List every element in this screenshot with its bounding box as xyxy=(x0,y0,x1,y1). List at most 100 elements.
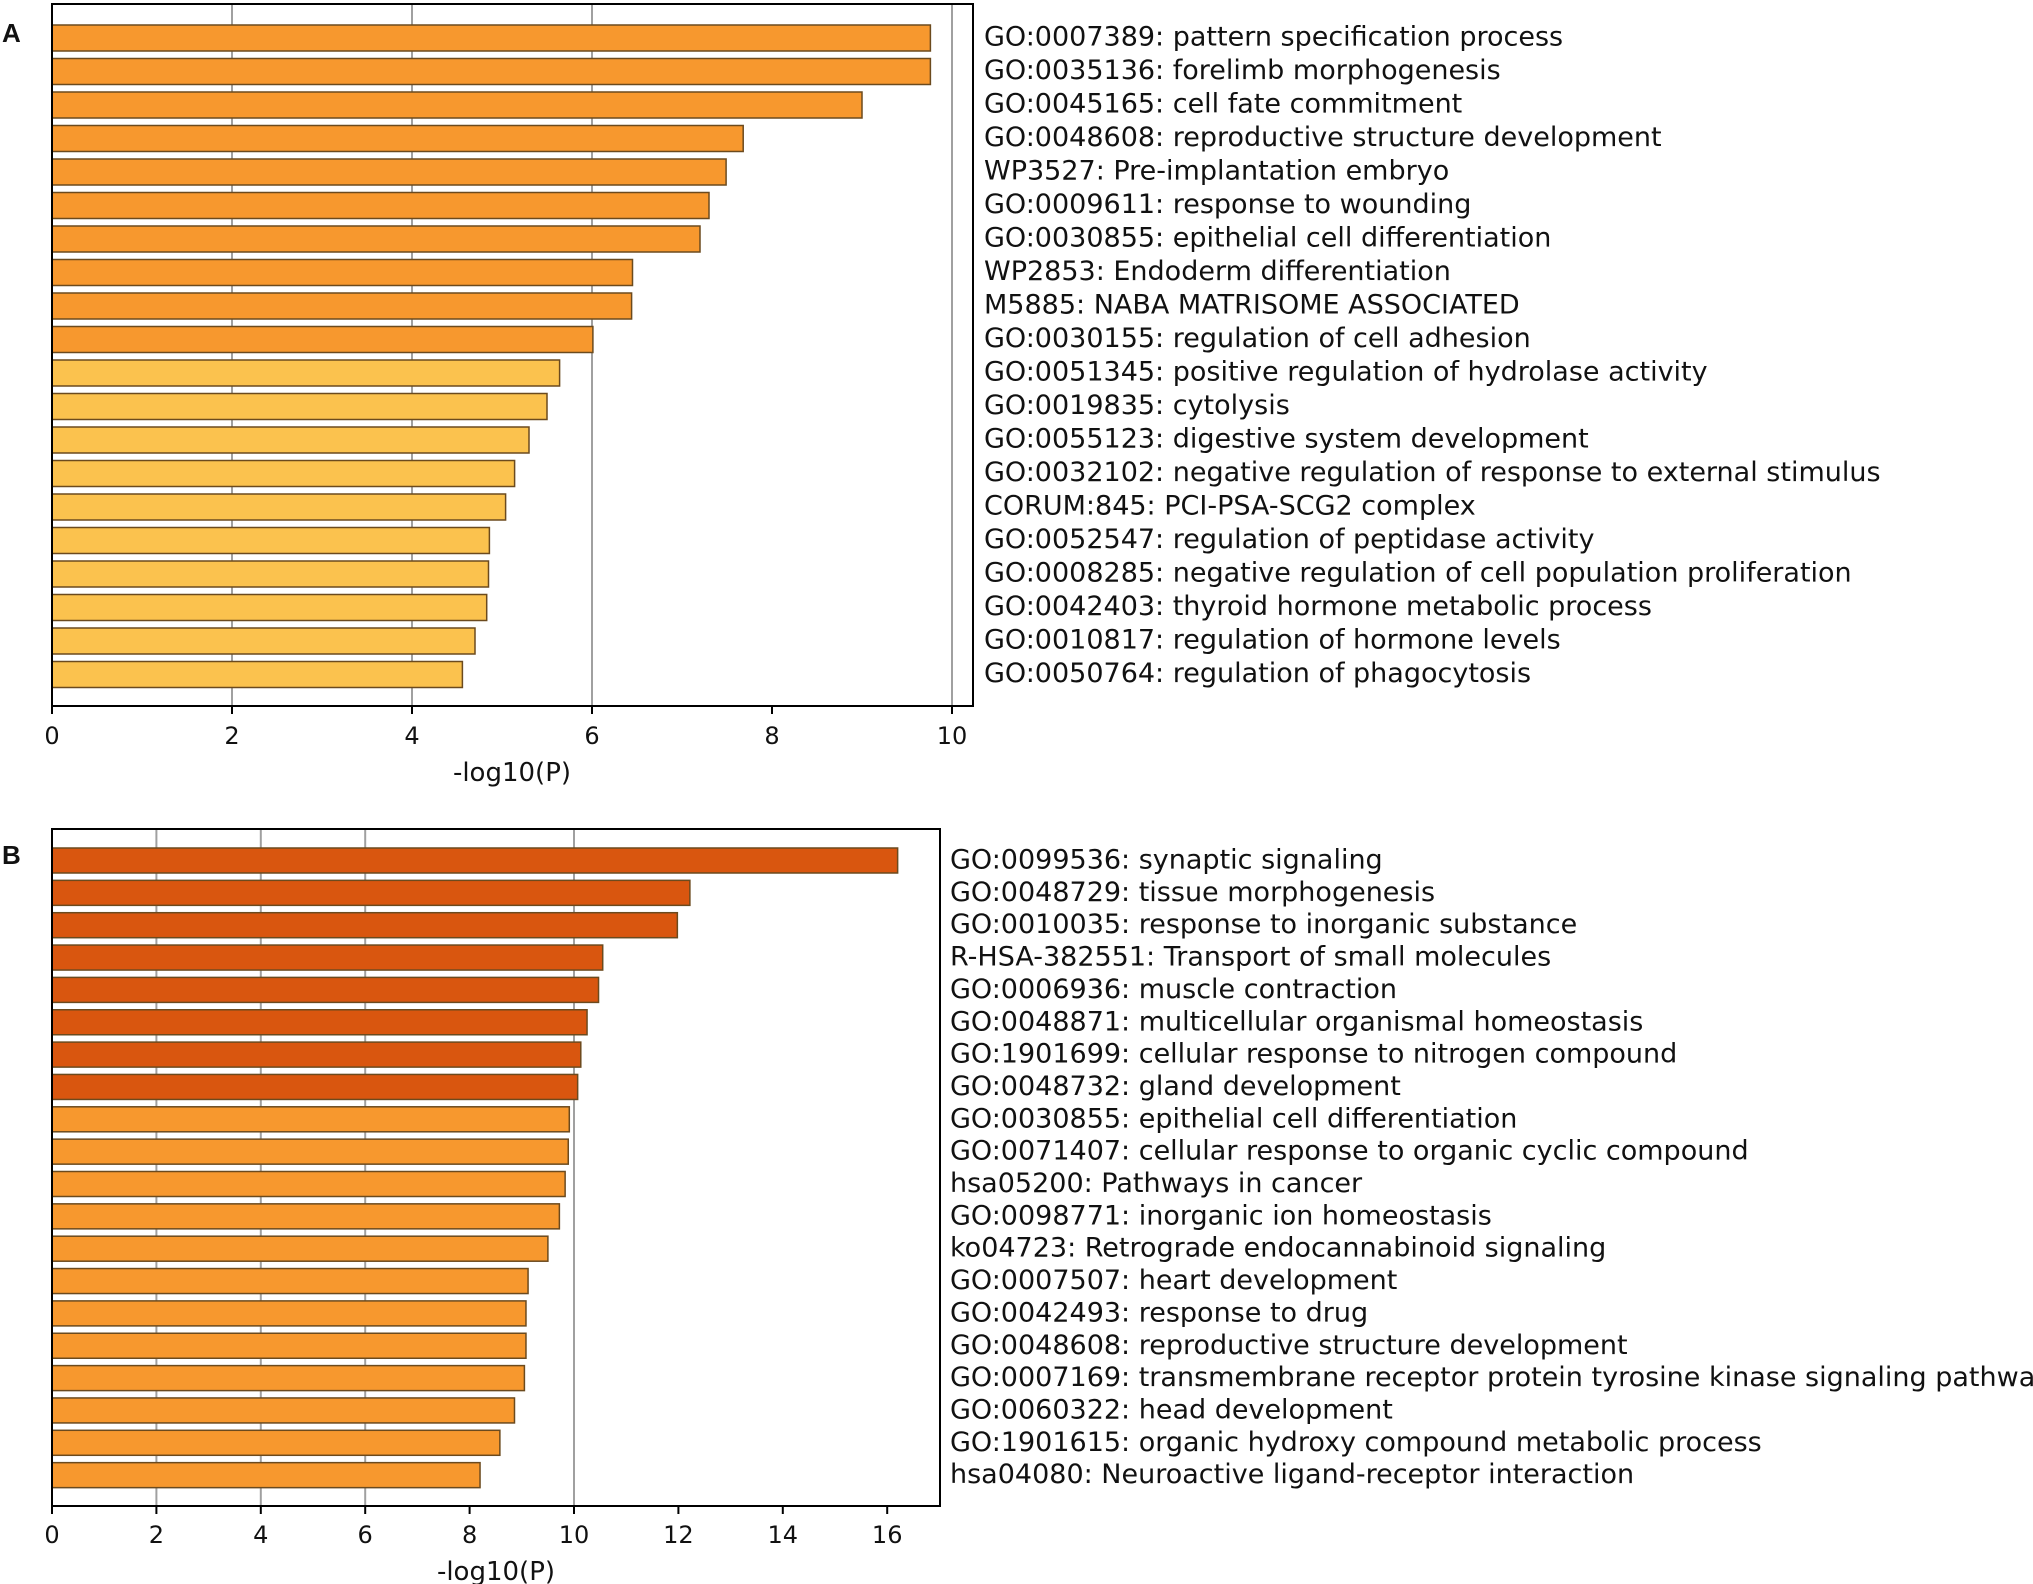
x-tick-label: 10 xyxy=(559,1521,590,1549)
bar xyxy=(51,1170,566,1198)
bar xyxy=(51,526,491,555)
term-label: GO:0007169: transmembrane receptor prote… xyxy=(950,1362,2033,1393)
term-label: GO:0048729: tissue morphogenesis xyxy=(950,877,1435,908)
x-axis-title: -log10(P) xyxy=(453,758,571,788)
x-tick-label: 16 xyxy=(872,1521,903,1549)
term-label: GO:0052547: regulation of peptidase acti… xyxy=(984,524,1595,555)
term-label: GO:0055123: digestive system development xyxy=(984,424,1589,455)
bar xyxy=(51,1461,481,1489)
term-label: GO:0042493: response to drug xyxy=(950,1297,1368,1328)
term-label: GO:0048608: reproductive structure devel… xyxy=(984,122,1662,153)
term-label: hsa04080: Neuroactive ligand-receptor in… xyxy=(950,1459,1634,1490)
term-label: GO:0042403: thyroid hormone metabolic pr… xyxy=(984,591,1652,622)
bar xyxy=(51,1235,549,1262)
x-tick-label: 14 xyxy=(768,1521,799,1549)
bar xyxy=(51,911,679,939)
x-tick-label: 8 xyxy=(764,722,779,750)
bar xyxy=(51,191,710,220)
bar xyxy=(51,593,488,622)
bar xyxy=(51,1009,588,1036)
bar xyxy=(51,459,516,488)
plot-frame xyxy=(51,828,941,1507)
term-label: GO:0007507: heart development xyxy=(950,1265,1397,1296)
bar xyxy=(51,1106,571,1133)
term-label: GO:0019835: cytolysis xyxy=(984,390,1290,421)
term-label: GO:0048608: reproductive structure devel… xyxy=(950,1330,1628,1361)
x-tick-label: 0 xyxy=(44,1521,59,1549)
x-axis-title: -log10(P) xyxy=(437,1557,555,1584)
bar xyxy=(51,426,530,454)
x-tick-label: 4 xyxy=(404,722,419,750)
x-tick-label: 12 xyxy=(663,1521,694,1549)
bar xyxy=(51,976,600,1004)
term-label: GO:0008285: negative regulation of cell … xyxy=(984,558,1852,589)
bar xyxy=(51,325,594,354)
term-label: GO:1901615: organic hydroxy compound met… xyxy=(950,1427,1762,1458)
term-label: GO:0035136: forelimb morphogenesis xyxy=(984,55,1501,86)
panel-b: B 0 2 4 6 8 10 12 14 16 -log10(P) GO:0099536: synap… xyxy=(2,828,2033,1584)
bar xyxy=(51,392,548,421)
term-label: GO:0007389: pattern specification proces… xyxy=(984,22,1563,53)
bar xyxy=(51,359,561,387)
bar xyxy=(51,660,464,689)
bar xyxy=(51,124,744,153)
bar xyxy=(51,24,932,52)
bar xyxy=(51,1203,561,1230)
term-label: GO:0010035: response to inorganic substa… xyxy=(950,909,1577,940)
bar xyxy=(51,1300,527,1327)
bar xyxy=(51,292,633,320)
term-label: GO:0009611: response to wounding xyxy=(984,189,1471,220)
term-label: GO:0030855: epithelial cell differentiat… xyxy=(984,223,1551,254)
bar xyxy=(51,879,691,907)
term-label: GO:0048732: gland development xyxy=(950,1071,1401,1102)
term-label: GO:0006936: muscle contraction xyxy=(950,974,1397,1005)
bar xyxy=(51,944,604,971)
x-tick-label: 4 xyxy=(253,1521,268,1549)
term-label: GO:0030855: epithelial cell differentiat… xyxy=(950,1103,1517,1134)
term-label: ko04723: Retrograde endocannabinoid sign… xyxy=(950,1233,1606,1264)
bar xyxy=(51,57,932,86)
bar xyxy=(51,1138,570,1165)
bar xyxy=(51,560,490,588)
bar xyxy=(51,91,863,119)
panel-a: A 0 2 4 6 8 10 -log10(P) GO:0007389: pattern spe… xyxy=(2,3,1881,788)
term-label: GO:0010817: regulation of hormone levels xyxy=(984,625,1561,656)
term-label: GO:0051345: positive regulation of hydro… xyxy=(984,357,1708,388)
bar xyxy=(51,1429,501,1457)
plot-frame xyxy=(51,3,974,707)
panel-letter: A xyxy=(2,18,21,48)
term-label: GO:0060322: head development xyxy=(950,1394,1393,1425)
term-label: GO:0032102: negative regulation of respo… xyxy=(984,457,1881,488)
term-label: GO:0050764: regulation of phagocytosis xyxy=(984,658,1531,689)
term-label: GO:0098771: inorganic ion homeostasis xyxy=(950,1200,1492,1231)
term-label: GO:0099536: synaptic signaling xyxy=(950,845,1383,876)
term-label: M5885: NABA MATRISOME ASSOCIATED xyxy=(984,290,1520,321)
x-tick-label: 2 xyxy=(149,1521,164,1549)
bar xyxy=(51,258,634,287)
bar xyxy=(51,1364,526,1392)
bar xyxy=(51,225,701,253)
term-label: CORUM:845: PCI-PSA-SCG2 complex xyxy=(984,491,1476,522)
x-tick-label: 0 xyxy=(44,722,59,750)
bar xyxy=(51,847,899,874)
term-label: WP3527: Pre-implantation embryo xyxy=(984,156,1449,187)
bar xyxy=(51,1073,579,1101)
term-label: GO:1901699: cellular response to nitroge… xyxy=(950,1039,1677,1070)
x-tick-label: 8 xyxy=(462,1521,477,1549)
bar xyxy=(51,627,476,655)
bar xyxy=(51,1041,582,1068)
term-label: hsa05200: Pathways in cancer xyxy=(950,1168,1363,1199)
term-label: GO:0048871: multicellular organismal hom… xyxy=(950,1006,1643,1037)
x-tick-label: 6 xyxy=(358,1521,373,1549)
x-tick-label: 10 xyxy=(937,722,968,750)
panel-letter: B xyxy=(2,840,21,870)
term-label: GO:0030155: regulation of cell adhesion xyxy=(984,323,1531,354)
bar xyxy=(51,1332,527,1359)
term-label: GO:0071407: cellular response to organic… xyxy=(950,1136,1749,1167)
bar xyxy=(51,158,727,186)
x-tick-label: 2 xyxy=(224,722,239,750)
x-tick-label: 6 xyxy=(584,722,599,750)
bar xyxy=(51,1397,516,1424)
bar xyxy=(51,1267,529,1295)
